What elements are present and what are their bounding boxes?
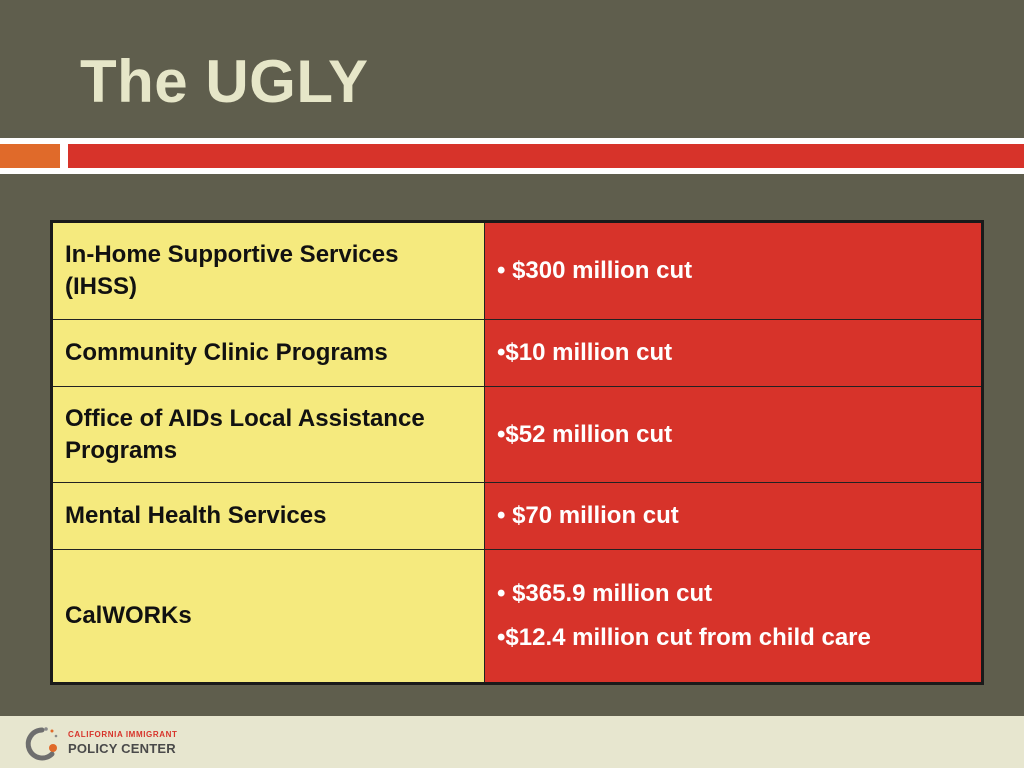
cut-item: • $300 million cut <box>497 257 693 285</box>
cut-cell: • $70 million cut <box>484 482 983 551</box>
logo-text-line2: POLICY CENTER <box>68 741 176 756</box>
cut-item: • $365.9 million cut <box>497 580 713 608</box>
budget-cuts-table: In-Home Supportive Services (IHSS) • $30… <box>50 220 984 685</box>
cut-cell: • $300 million cut <box>484 220 983 321</box>
table-row: Community Clinic Programs •$10 million c… <box>51 319 983 387</box>
table-row: Mental Health Services • $70 million cut <box>51 482 983 551</box>
slide-title: The UGLY <box>80 48 369 115</box>
program-cell: CalWORKs <box>51 549 485 684</box>
divider-red-segment <box>68 144 1024 168</box>
table-row: Office of AIDs Local Assistance Programs… <box>51 385 983 484</box>
cut-item: •$12.4 million cut from child care <box>497 624 871 652</box>
logo-text-line1: CALIFORNIA IMMIGRANT <box>68 730 178 739</box>
cut-item: •$52 million cut <box>497 420 673 448</box>
cut-cell: • $365.9 million cut •$12.4 million cut … <box>484 549 983 684</box>
cut-item: •$10 million cut <box>497 338 673 366</box>
cut-cell: •$10 million cut <box>484 319 983 387</box>
table-row: In-Home Supportive Services (IHSS) • $30… <box>51 220 983 321</box>
title-divider <box>0 138 1024 174</box>
program-cell: In-Home Supportive Services (IHSS) <box>51 220 485 321</box>
cut-cell: •$52 million cut <box>484 385 983 484</box>
cut-item: • $70 million cut <box>497 502 679 530</box>
policy-center-logo-icon <box>25 727 58 761</box>
program-cell: Office of AIDs Local Assistance Programs <box>51 385 485 484</box>
footer-band: CALIFORNIA IMMIGRANT POLICY CENTER <box>0 716 1024 768</box>
table-row: CalWORKs • $365.9 million cut •$12.4 mil… <box>51 549 983 684</box>
divider-orange-segment <box>0 144 60 168</box>
program-cell: Community Clinic Programs <box>51 319 485 387</box>
program-cell: Mental Health Services <box>51 482 485 551</box>
